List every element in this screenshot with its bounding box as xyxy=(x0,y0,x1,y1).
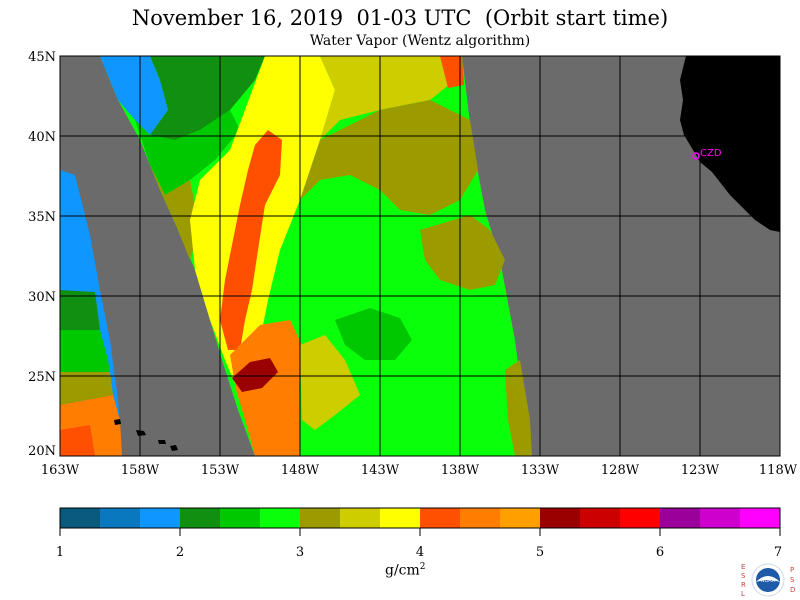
swath-left-red-orange xyxy=(60,425,95,456)
colorbar-swatch xyxy=(420,508,461,528)
unit-text: g/cm xyxy=(385,562,420,579)
swath-main-olive-west xyxy=(150,165,200,260)
lat-lon-grid xyxy=(60,56,780,456)
colorbar-tick-label: 1 xyxy=(56,545,64,560)
latitude-labels: 45N 40N 35N 30N 25N 20N xyxy=(28,50,56,459)
colorbar-swatch xyxy=(380,508,421,528)
swath-left-bright-green xyxy=(60,330,110,372)
colorbar-unit: g/cm2 xyxy=(385,562,426,579)
colorbar-tick-label: 5 xyxy=(536,545,544,560)
swath-main-olive-center xyxy=(300,100,478,215)
swath-main-blue xyxy=(100,56,168,135)
map-subtitle: Water Vapor (Wentz algorithm) xyxy=(309,33,531,49)
hawaii-molokai xyxy=(158,440,166,444)
lon-label: 118W xyxy=(759,463,798,478)
lon-label: 158W xyxy=(121,463,160,478)
swath-left-green-band xyxy=(60,290,100,330)
map-frame xyxy=(59,55,781,457)
lat-label: 20N xyxy=(28,444,56,459)
swath-main-olive-southeast xyxy=(505,360,532,456)
colorbar-swatch xyxy=(100,508,141,528)
colorbar-swatch xyxy=(580,508,621,528)
esrl-letters: E S R L xyxy=(741,563,746,598)
lon-label: 153W xyxy=(201,463,240,478)
lon-label: 163W xyxy=(41,463,80,478)
noaa-bird-icon xyxy=(756,576,780,582)
swath-main-red-patch xyxy=(440,56,464,88)
colorbar-swatch xyxy=(220,508,261,528)
colorbar-swatch xyxy=(460,508,501,528)
swath-main-orange-south xyxy=(230,320,302,456)
svg-text:E: E xyxy=(741,563,745,571)
colorbar-swatch xyxy=(540,508,581,528)
colorbar-tick-label: 2 xyxy=(176,545,184,560)
svg-text:S: S xyxy=(790,576,795,584)
swath-main-green xyxy=(135,110,240,195)
colorbar-tick-label: 6 xyxy=(656,545,664,560)
swath-main-dark-green-center xyxy=(335,308,412,360)
colorbar xyxy=(60,508,781,528)
lon-label: 138W xyxy=(441,463,480,478)
colorbar-swatch xyxy=(300,508,341,528)
lat-label: 35N xyxy=(28,210,56,225)
swath-left-olive xyxy=(60,372,113,405)
colorbar-labels: 1 2 3 4 5 6 7 xyxy=(56,545,782,560)
colorbar-swatch xyxy=(740,508,781,528)
swath-main-olive-east xyxy=(420,215,505,290)
swath-main-olive-south xyxy=(300,335,360,430)
noaa-text: NOAA xyxy=(761,578,776,584)
hawaii-kauai xyxy=(114,419,121,425)
colorbar-swatch xyxy=(700,508,741,528)
lon-label: 148W xyxy=(281,463,320,478)
unit-exponent: 2 xyxy=(419,562,426,572)
svg-text:L: L xyxy=(741,590,745,598)
swath-main-dark-red xyxy=(232,358,278,392)
colorbar-swatch xyxy=(260,508,301,528)
hawaii-oahu xyxy=(136,430,146,436)
colorbar-ticks xyxy=(59,528,781,536)
lon-label: 143W xyxy=(361,463,400,478)
map-title: November 16, 2019 01-03 UTC (Orbit start… xyxy=(131,6,669,30)
swath-main-orange xyxy=(220,130,282,350)
svg-text:D: D xyxy=(790,586,795,594)
lon-label: 133W xyxy=(521,463,560,478)
colorbar-tick-label: 3 xyxy=(296,545,304,560)
lon-label: 128W xyxy=(601,463,640,478)
longitude-labels: 163W 158W 153W 148W 143W 138W 133W 128W … xyxy=(41,463,798,478)
california-landmass xyxy=(680,56,780,232)
colorbar-tick-label: 7 xyxy=(774,545,782,560)
colorbar-swatch xyxy=(340,508,381,528)
station-symbol xyxy=(692,152,700,160)
colorbar-swatch xyxy=(180,508,221,528)
station-label: CZD xyxy=(700,148,722,159)
colorbar-swatch xyxy=(660,508,701,528)
lat-label: 45N xyxy=(28,50,56,65)
colorbar-swatch xyxy=(140,508,181,528)
noaa-logo: NOAA E S R L P S D xyxy=(741,563,795,598)
lon-label: 123W xyxy=(681,463,720,478)
psd-letters: P S D xyxy=(790,566,795,594)
colorbar-swatch xyxy=(500,508,541,528)
lat-label: 30N xyxy=(28,290,56,305)
lat-label: 40N xyxy=(28,130,56,145)
hawaii-maui xyxy=(170,445,178,451)
colorbar-swatch xyxy=(620,508,661,528)
svg-text:S: S xyxy=(741,572,746,580)
lat-label: 25N xyxy=(28,370,56,385)
colorbar-swatch xyxy=(60,508,101,528)
station-marker: CZD xyxy=(692,148,722,160)
svg-text:P: P xyxy=(790,566,794,574)
swath-main-yellow-north xyxy=(320,56,455,140)
colorbar-tick-label: 4 xyxy=(416,545,424,560)
swath-main-dark-green xyxy=(150,56,265,140)
svg-text:R: R xyxy=(741,581,746,589)
